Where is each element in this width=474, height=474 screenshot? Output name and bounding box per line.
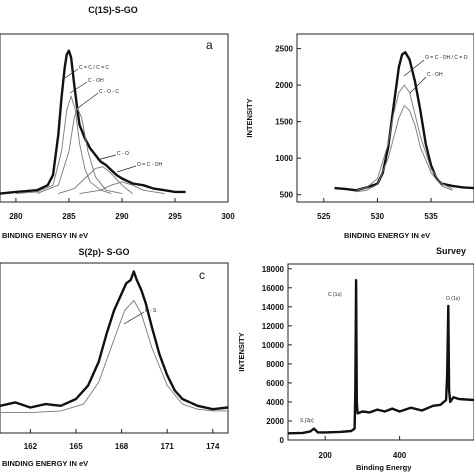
panel-a-annotations: C = C / C = C C - OH C - O - C C - O O =… (61, 65, 163, 173)
panel-b-series (334, 51, 474, 193)
x-tick-label: 300 (221, 212, 235, 221)
annotation-c1s: C (1s) (328, 292, 342, 298)
x-tick-label: 165 (69, 442, 83, 451)
annotation-leader (69, 81, 88, 94)
series-line-1 (355, 84, 453, 191)
annotation-c-o-c: C - O - C (99, 89, 119, 95)
y-tick-label: 18000 (262, 265, 285, 274)
panel-a-frame (0, 33, 229, 203)
panel-a-title: C(1S)-S-GO (88, 5, 138, 15)
annotation-leader (409, 76, 427, 94)
x-tick-label: 162 (24, 442, 38, 451)
series-line-2 (36, 107, 123, 195)
panel-a-xlabel: BINDING ENERGY IN eV (2, 231, 88, 240)
panel-b-annotations: O = C - OH / C = O C - OH (403, 55, 468, 94)
panel-c-annotations: C - S (123, 308, 157, 325)
panel-a-letter: a (206, 38, 213, 52)
annotation-c-oh: C - OH (427, 72, 443, 78)
y-tick-label: 2000 (275, 81, 293, 90)
y-tick-label: 0 (280, 436, 285, 445)
panel-d-title: Survey (436, 246, 466, 256)
panel-c: S(2p)- S-GO c BINDING ENERGY IN eV 162 16… (0, 247, 229, 468)
panel-c-frame (0, 262, 229, 434)
series-line-1 (15, 95, 112, 195)
panel-b-ticks: 525 530 535 500 1000 1500 2000 2500 (275, 45, 438, 221)
annotation-s2p: S (2p) (300, 418, 314, 424)
series-line-4 (79, 181, 165, 195)
series-line-0 (287, 279, 474, 435)
series-line-1 (0, 299, 228, 414)
y-tick-label: 8000 (266, 360, 284, 369)
x-tick-label: 285 (62, 212, 76, 221)
panel-c-ticks: 162 165 168 171 174 (24, 429, 220, 451)
annotation-o1s: O (1s) (446, 296, 460, 302)
panel-d: Survey INTENSITY Binding Energy 200 40002… (237, 246, 474, 472)
y-tick-label: 2500 (275, 45, 293, 54)
x-tick-label: 530 (371, 212, 385, 221)
series-line-0 (0, 49, 186, 195)
x-tick-label: 400 (393, 451, 407, 460)
y-tick-label: 4000 (266, 398, 284, 407)
panel-d-series (287, 279, 474, 435)
annotation-leader (77, 92, 99, 109)
x-tick-label: 200 (319, 451, 333, 460)
annotation-c-o: C - O (117, 151, 129, 157)
y-tick-label: 16000 (262, 284, 285, 293)
series-line-0 (334, 51, 474, 192)
annotation-c-c: C = C / C = C (79, 65, 109, 71)
panel-c-series (0, 270, 229, 414)
panel-a-series (0, 49, 186, 195)
y-tick-label: 6000 (266, 379, 284, 388)
annotation-leader (116, 165, 137, 173)
y-tick-label: 1500 (275, 118, 293, 127)
panel-c-xlabel: BINDING ENERGY IN eV (2, 459, 88, 468)
x-tick-label: 290 (115, 212, 129, 221)
panel-b-ylabel: INTENSITY (245, 98, 254, 137)
panel-a: C(1S)-S-GO a BINDING ENERGY IN eV 280 285… (0, 5, 235, 240)
x-tick-label: 535 (424, 212, 438, 221)
series-line-2 (355, 105, 453, 193)
annotation-c-oh: C - OH (88, 78, 104, 84)
panel-d-xlabel: Binding Energy (356, 463, 412, 472)
annotation-o-c-oh: O = C - OH (137, 162, 163, 168)
annotation-leader (403, 59, 425, 77)
panel-a-ticks: 280 285 290 295 300 (9, 198, 235, 221)
x-tick-label: 174 (206, 442, 220, 451)
y-tick-label: 14000 (262, 303, 285, 312)
panel-d-annotations: C (1s) O (1s) S (2p) (300, 292, 460, 424)
panel-d-frame (287, 263, 474, 441)
panel-c-letter: c (199, 268, 205, 282)
y-tick-label: 12000 (262, 322, 285, 331)
x-tick-label: 295 (168, 212, 182, 221)
annotation-leader (61, 68, 79, 81)
panel-c-title: S(2p)- S-GO (79, 247, 130, 257)
panel-d-ylabel: INTENSITY (237, 332, 246, 371)
x-tick-label: 171 (161, 442, 175, 451)
panel-b-frame (296, 33, 474, 203)
annotation-leader (123, 311, 145, 325)
series-line-0 (0, 270, 229, 411)
series-line-3 (58, 166, 133, 195)
x-tick-label: 525 (317, 212, 331, 221)
annotation-leader (96, 154, 117, 161)
annotation-o-c-oh: O = C - OH / C = O (425, 55, 468, 61)
x-tick-label: 168 (115, 442, 129, 451)
x-tick-label: 280 (9, 212, 23, 221)
y-tick-label: 10000 (262, 341, 285, 350)
panel-b: INTENSITY BINDING ENERGY IN eV 525 530 535… (245, 33, 474, 240)
y-tick-label: 2000 (266, 417, 284, 426)
panel-b-xlabel: BINDING ENERGY IN eV (344, 231, 430, 240)
annotation-c-s: C - S (145, 308, 157, 314)
y-tick-label: 1000 (275, 154, 293, 163)
panel-d-ticks: 200 4000200040006000800010000120001400016… (262, 265, 407, 460)
y-tick-label: 500 (280, 191, 294, 200)
